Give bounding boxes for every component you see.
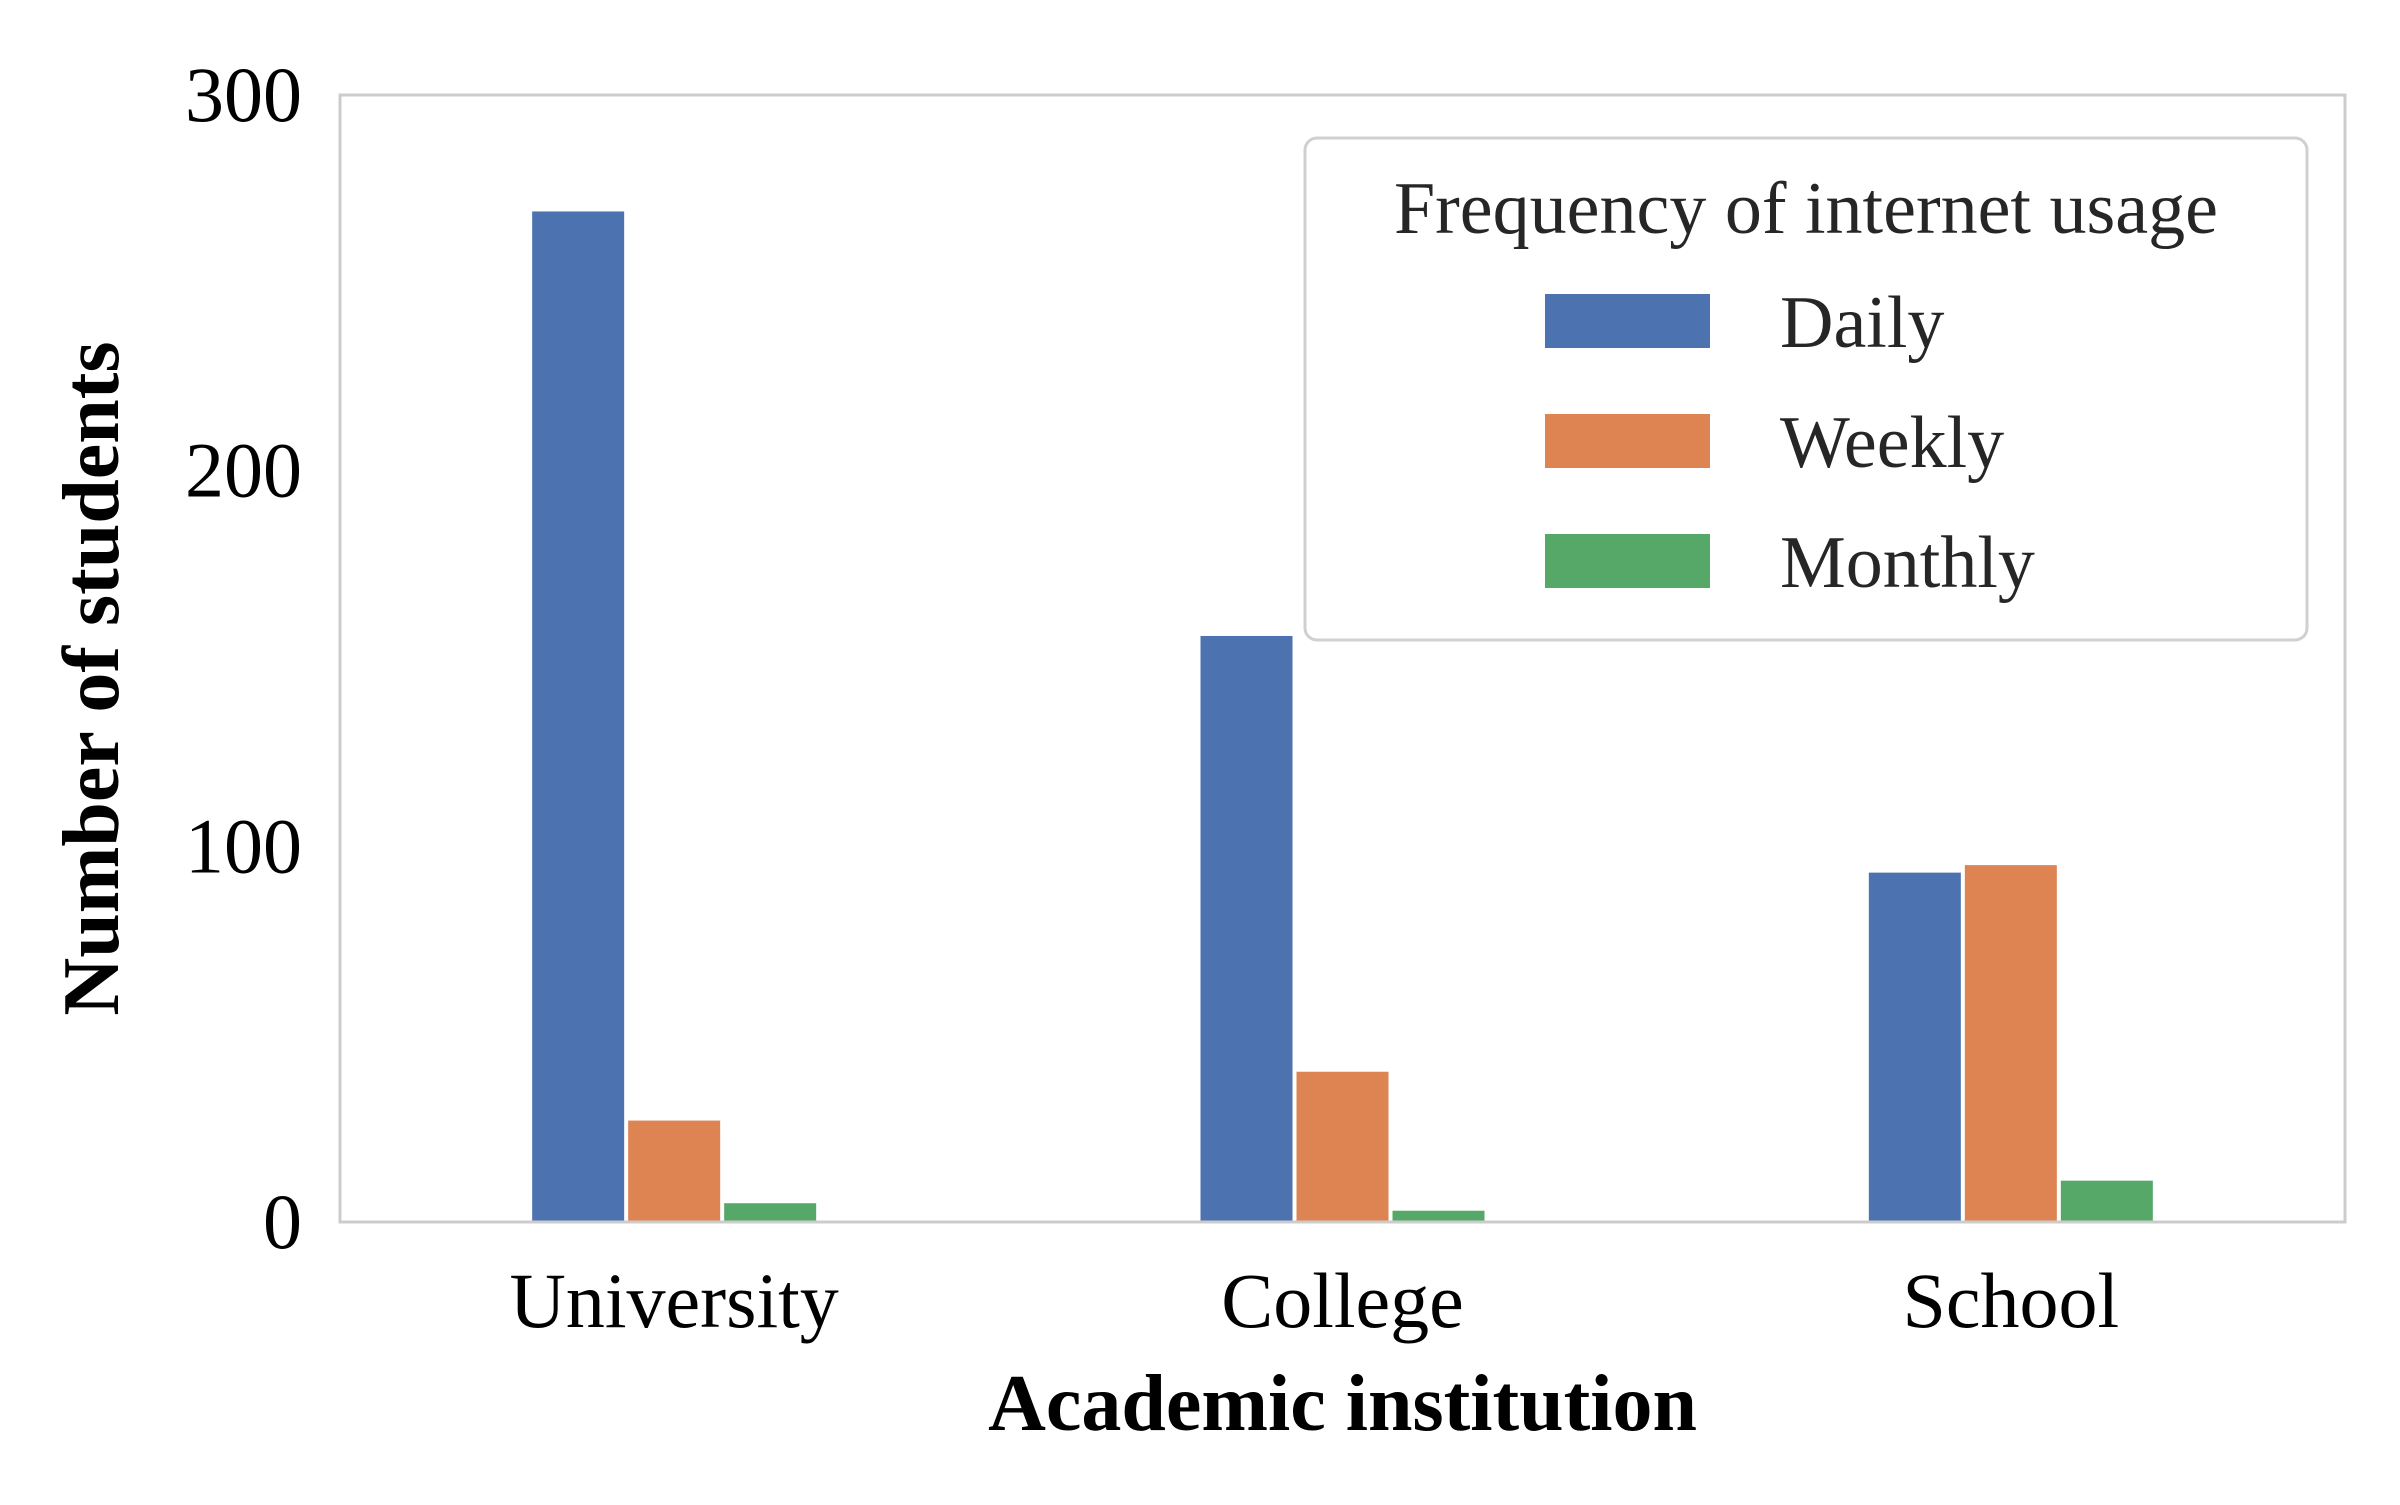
x-tick-label-school: School — [1902, 1257, 2119, 1344]
legend-label-monthly: Monthly — [1780, 522, 2035, 604]
legend-box — [1303, 136, 2309, 642]
legend-label-daily: Daily — [1780, 282, 1944, 364]
bar-university-weekly — [628, 1120, 721, 1222]
bar-school-weekly — [1964, 865, 2057, 1222]
y-tick-label: 200 — [185, 427, 302, 514]
legend-items: Daily Weekly Monthly — [1545, 282, 2035, 604]
bar-school-monthly — [2060, 1180, 2153, 1222]
bar-school-daily — [1868, 872, 1961, 1222]
y-tick-label: 100 — [185, 802, 302, 889]
x-tick-label-college: College — [1221, 1257, 1464, 1344]
bars-layer — [532, 211, 2153, 1222]
plot-frame — [338, 93, 2347, 1224]
legend: Frequency of internet usage Daily Weekly M… — [1303, 136, 2309, 642]
y-axis-ticks: 0 100 200 300 — [185, 51, 302, 1265]
bar-college-daily — [1200, 635, 1293, 1222]
bar-college-monthly — [1392, 1210, 1485, 1222]
legend-swatch-daily — [1545, 294, 1710, 348]
x-tick-label-university: University — [510, 1257, 839, 1344]
legend-swatch-weekly — [1545, 414, 1710, 468]
x-axis-ticks: University College School — [510, 1257, 2120, 1344]
y-axis-title: Number of students — [48, 341, 136, 1015]
x-axis-title: Academic institution — [988, 1360, 1697, 1448]
y-tick-label: 300 — [185, 51, 302, 138]
bar-university-daily — [532, 211, 625, 1222]
legend-label-weekly: Weekly — [1780, 402, 2004, 484]
bar-college-weekly — [1296, 1071, 1389, 1222]
y-tick-label: 0 — [263, 1178, 302, 1265]
legend-title: Frequency of internet usage — [1394, 168, 2218, 250]
bar-university-monthly — [724, 1203, 817, 1222]
legend-swatch-monthly — [1545, 534, 1710, 588]
